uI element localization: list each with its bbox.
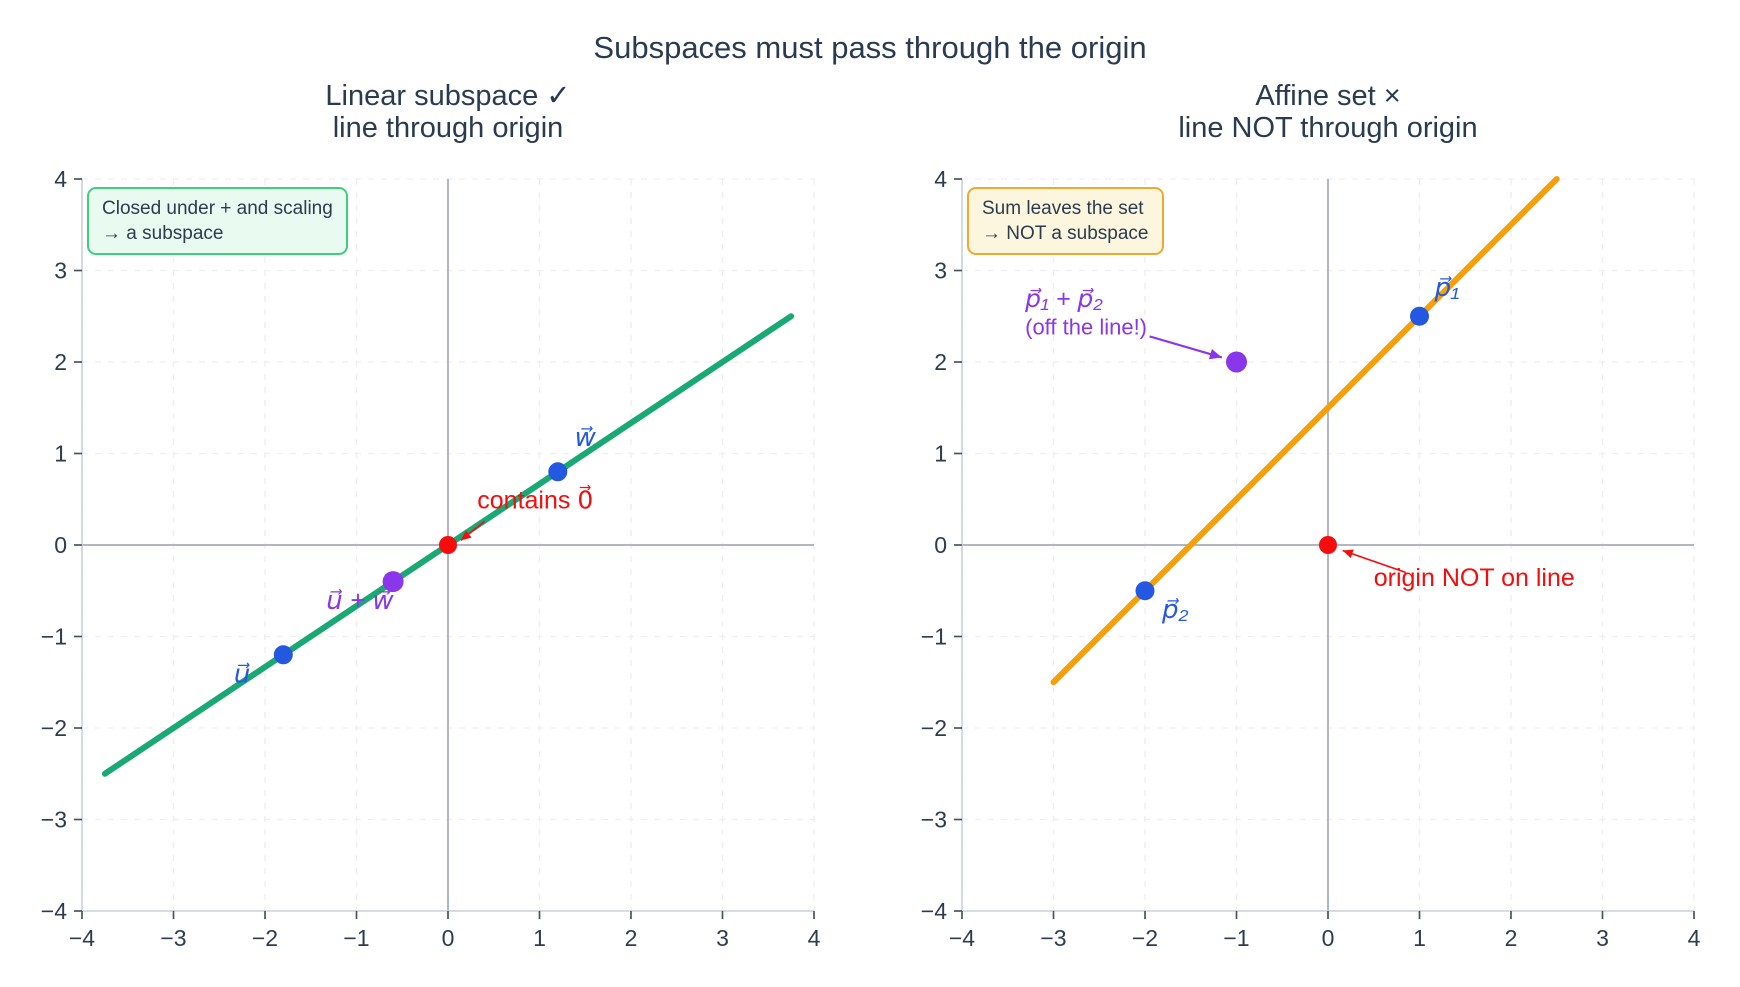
right-panel-title: Affine set × line NOT through origin — [1178, 80, 1478, 145]
x-tick-label: 0 — [442, 925, 455, 951]
x-tick-label: 3 — [716, 925, 729, 951]
y-tick-label: −3 — [921, 807, 947, 833]
arrowhead-contains-zero-arrow — [460, 530, 472, 541]
point-p1-plus-p2 — [1226, 351, 1247, 373]
x-tick-label: 2 — [625, 925, 638, 951]
y-tick-label: 2 — [934, 349, 947, 375]
point-u-plus-w — [382, 571, 404, 593]
y-tick-label: −2 — [921, 715, 947, 741]
y-tick-label: −3 — [41, 807, 67, 833]
x-tick-label: −1 — [1223, 925, 1249, 951]
y-tick-label: 2 — [54, 349, 67, 375]
y-tick-label: 1 — [934, 441, 947, 467]
y-tick-label: −4 — [921, 898, 947, 924]
arrowhead-origin-arrow — [1342, 549, 1354, 559]
y-tick-label: 3 — [934, 258, 947, 284]
point-origin — [439, 536, 457, 554]
annotation-arrow-origin-arrow — [1342, 549, 1407, 574]
x-tick-label: 4 — [1688, 925, 1701, 951]
y-tick-label: −1 — [921, 624, 947, 650]
x-tick-label: −3 — [160, 925, 186, 951]
y-tick-label: 0 — [54, 532, 67, 558]
annotation-arrow-sum-point-arrow — [1149, 335, 1223, 359]
point-u — [273, 645, 293, 665]
y-tick-label: 4 — [54, 166, 67, 192]
right-note-box: Sum leaves the set → NOT a subspace — [967, 187, 1164, 256]
x-tick-label: 1 — [1413, 925, 1426, 951]
label-u-plus-w-label: u⃗ + w⃗ — [326, 585, 394, 615]
x-tick-label: −2 — [1132, 925, 1158, 951]
left-note-box: Closed under + and scaling → a subspace — [87, 187, 348, 256]
x-tick-label: −1 — [343, 925, 369, 951]
y-tick-label: 3 — [54, 258, 67, 284]
label-p1-label: p⃗₁ — [1434, 272, 1460, 302]
x-tick-label: 0 — [1322, 925, 1335, 951]
x-tick-label: −3 — [1040, 925, 1066, 951]
label-origin-not-on-line-label: origin NOT on line — [1374, 564, 1575, 592]
y-tick-label: −1 — [41, 624, 67, 650]
y-tick-label: 1 — [54, 441, 67, 467]
y-tick-label: −4 — [41, 898, 67, 924]
point-w — [548, 462, 568, 482]
point-p2 — [1135, 581, 1155, 601]
x-tick-label: 2 — [1505, 925, 1518, 951]
x-tick-label: 1 — [533, 925, 546, 951]
point-p1 — [1410, 306, 1429, 326]
x-tick-label: 4 — [808, 925, 821, 951]
point-origin — [1319, 536, 1337, 554]
y-tick-label: −2 — [41, 715, 67, 741]
label-p1-plus-p2-label: p⃗₁ + p⃗₂ — [1024, 285, 1103, 313]
label-contains-zero-label: contains 0⃗ — [477, 485, 593, 515]
label-p2-label: p⃗₂ — [1161, 594, 1189, 624]
x-tick-label: −4 — [69, 925, 95, 951]
x-tick-label: 3 — [1596, 925, 1609, 951]
label-w-label: w⃗ — [575, 422, 597, 452]
series-affine-line — [1050, 176, 1560, 686]
x-tick-label: −4 — [949, 925, 975, 951]
y-tick-label: 0 — [934, 532, 947, 558]
label-off-the-line-label: (off the line!) — [1025, 315, 1147, 340]
y-tick-label: 4 — [934, 166, 947, 192]
label-u-label: u⃗ — [234, 658, 250, 688]
figure-title: Subspaces must pass through the origin — [593, 30, 1147, 65]
arrowhead-sum-point-arrow — [1208, 348, 1222, 360]
left-panel-title: Linear subspace ✓ line through origin — [325, 80, 571, 145]
x-tick-label: −2 — [252, 925, 278, 951]
